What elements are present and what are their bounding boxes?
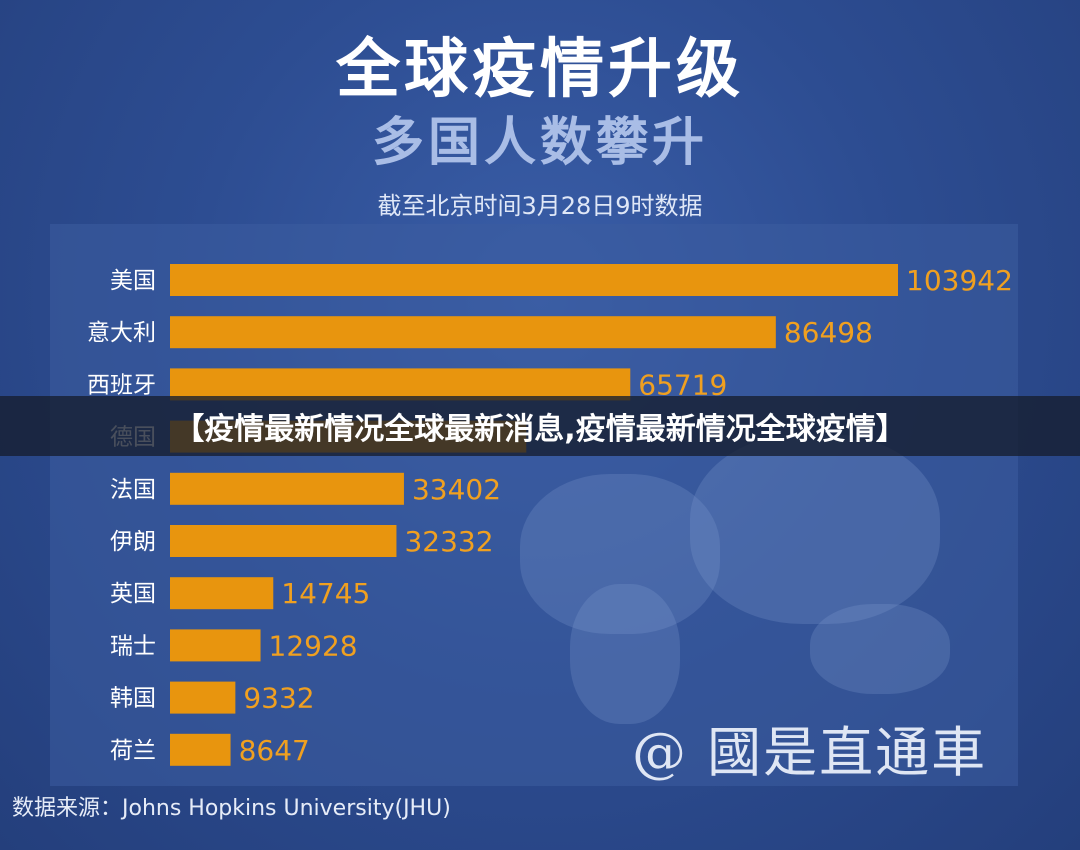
bar xyxy=(170,368,631,401)
bar xyxy=(170,577,274,610)
category-label: 法国 xyxy=(110,477,156,503)
bar xyxy=(170,472,404,505)
category-label: 荷兰 xyxy=(110,738,156,764)
date-note: 截至北京时间3月28日9时数据 xyxy=(377,192,703,220)
category-label: 意大利 xyxy=(87,320,156,346)
page-subtitle: 多国人数攀升 xyxy=(371,113,708,173)
bar xyxy=(170,264,898,296)
headline-banner: 【疫情最新情况全球最新消息,疫情最新情况全球疫情】 xyxy=(0,396,1080,456)
chart-panel: 美国103942意大利86498西班牙65719德国法国33402伊朗32332… xyxy=(50,224,1018,786)
value-label: 65719 xyxy=(638,368,727,401)
value-label: 8647 xyxy=(239,734,310,767)
bar xyxy=(170,681,236,714)
map-decoration xyxy=(810,604,950,694)
category-label: 伊朗 xyxy=(110,529,156,555)
value-label: 86498 xyxy=(784,316,873,349)
value-label: 9332 xyxy=(243,682,314,715)
map-decoration xyxy=(520,474,720,634)
category-label: 美国 xyxy=(110,268,156,294)
bar xyxy=(170,525,397,557)
value-label: 33402 xyxy=(412,473,501,506)
bar xyxy=(170,733,231,766)
map-decoration xyxy=(690,434,940,624)
category-label: 西班牙 xyxy=(87,372,156,398)
value-label: 12928 xyxy=(269,629,358,662)
category-label: 韩国 xyxy=(110,686,156,712)
bar xyxy=(170,629,261,662)
value-label: 32332 xyxy=(404,525,493,558)
category-label: 英国 xyxy=(110,581,156,607)
bar xyxy=(170,316,776,349)
data-source: 数据来源：Johns Hopkins University(JHU) xyxy=(12,796,451,821)
category-label: 瑞士 xyxy=(110,633,156,659)
bar-chart: 美国103942意大利86498西班牙65719德国法国33402伊朗32332… xyxy=(87,264,1013,767)
watermark: @ 國是直通車 xyxy=(632,721,988,784)
value-label: 103942 xyxy=(906,264,1013,297)
page-title: 全球疫情升级 xyxy=(336,33,744,107)
map-decoration xyxy=(570,584,680,724)
value-label: 14745 xyxy=(281,577,370,610)
headline-text: 【疫情最新情况全球最新消息,疫情最新情况全球疫情】 xyxy=(174,412,906,447)
